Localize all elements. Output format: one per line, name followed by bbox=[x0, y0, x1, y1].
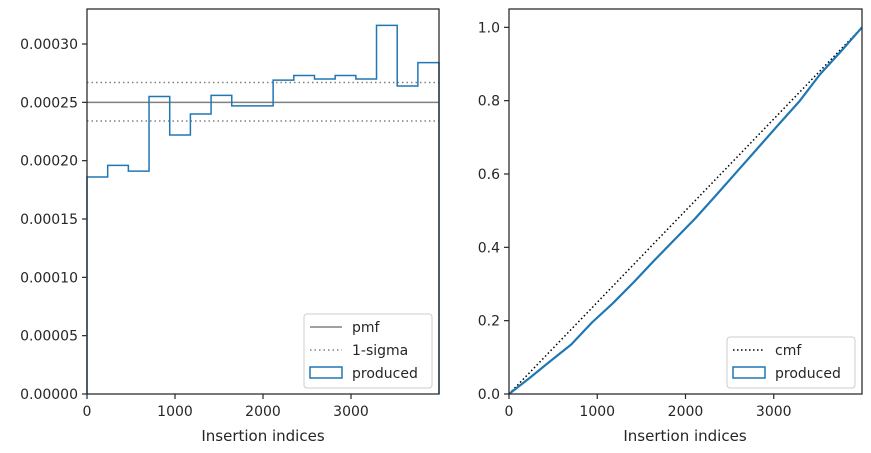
left-legend-frame bbox=[303, 313, 433, 389]
produced-step-series bbox=[86, 24, 440, 394]
x-tick-label: 0 bbox=[83, 404, 92, 420]
right-ticks: 0 1000 2000 3000 0.0 0.2 0.4 0.6 0.8 1.0 bbox=[478, 20, 792, 420]
y-tick-label: 0.00025 bbox=[20, 95, 78, 111]
legend-label-produced: produced bbox=[352, 366, 418, 382]
y-tick-label: 1.0 bbox=[478, 20, 500, 36]
x-tick-label: 3000 bbox=[333, 404, 369, 420]
x-tick-label: 2000 bbox=[668, 404, 704, 420]
histogram-panel: 0 1000 2000 3000 0.00000 0.00005 0.00010 0.0001… bbox=[20, 8, 440, 445]
y-tick-label: 0.00010 bbox=[20, 270, 78, 286]
x-tick-label: 1000 bbox=[157, 404, 193, 420]
right-axes-frame bbox=[508, 8, 863, 395]
left-axes-frame bbox=[86, 8, 440, 395]
x-tick-label: 2000 bbox=[245, 404, 281, 420]
x-tick-label: 3000 bbox=[756, 404, 792, 420]
produced-cumulative-series bbox=[508, 26, 863, 395]
y-tick-label: 0.00005 bbox=[20, 329, 78, 345]
right-series bbox=[508, 26, 863, 395]
y-tick-label: 0.0 bbox=[478, 387, 500, 403]
y-tick-label: 0.00015 bbox=[20, 212, 78, 228]
legend-label-1-sigma: 1-sigma bbox=[352, 343, 408, 359]
left-legend: pmf 1-sigma produced bbox=[303, 313, 433, 389]
legend-swatch-produced-cum bbox=[732, 366, 766, 379]
cumulative-panel: 0 1000 2000 3000 0.0 0.2 0.4 0.6 0.8 1.0 Insertio… bbox=[478, 8, 863, 445]
left-ticks: 0 1000 2000 3000 0.00000 0.00005 0.00010 0.0001… bbox=[20, 37, 369, 420]
left-series bbox=[86, 24, 440, 394]
y-tick-label: 0.00000 bbox=[20, 387, 78, 403]
legend-label-produced-cum: produced bbox=[775, 366, 841, 382]
y-tick-label: 0.2 bbox=[478, 314, 500, 330]
legend-label-cmf: cmf bbox=[775, 343, 802, 359]
right-xlabel: Insertion indices bbox=[623, 427, 746, 445]
legend-swatch-produced bbox=[309, 366, 343, 379]
legend-label-pmf: pmf bbox=[352, 320, 381, 336]
y-tick-label: 0.00020 bbox=[20, 154, 78, 170]
right-legend-frame bbox=[726, 336, 856, 389]
left-xlabel: Insertion indices bbox=[201, 427, 324, 445]
right-legend: cmf produced bbox=[726, 336, 856, 389]
x-tick-label: 0 bbox=[505, 404, 514, 420]
cmf-line bbox=[508, 26, 863, 395]
y-tick-label: 0.00030 bbox=[20, 37, 78, 53]
y-tick-label: 0.4 bbox=[478, 240, 500, 256]
y-tick-label: 0.6 bbox=[478, 167, 500, 183]
y-tick-label: 0.8 bbox=[478, 94, 500, 110]
x-tick-label: 1000 bbox=[579, 404, 615, 420]
